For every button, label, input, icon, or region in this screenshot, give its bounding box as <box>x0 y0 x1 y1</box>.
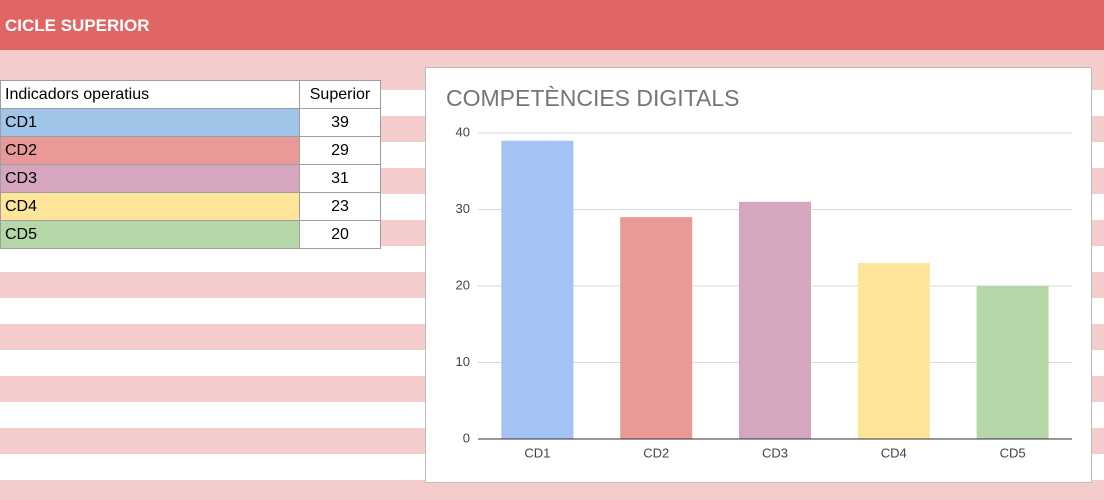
chart-title: COMPETÈNCIES DIGITALS <box>446 85 740 111</box>
value-cell: 20 <box>299 220 381 249</box>
value-cell: 23 <box>299 192 381 221</box>
bar <box>501 140 574 439</box>
table-row: CD1 39 <box>0 108 381 137</box>
y-tick-label: 10 <box>456 354 470 369</box>
value-cell: 29 <box>299 136 381 165</box>
bar <box>620 217 693 439</box>
label-cell: CD2 <box>0 136 300 165</box>
bar <box>739 201 811 439</box>
table-row: CD5 20 <box>0 220 381 249</box>
bar <box>857 263 930 439</box>
y-tick-label: 20 <box>456 277 470 292</box>
value-cell: 39 <box>299 108 381 137</box>
x-tick-label: CD2 <box>643 445 669 460</box>
table-row: CD3 31 <box>0 164 381 193</box>
stripe <box>0 50 1104 66</box>
value-cell: 31 <box>299 164 381 193</box>
x-tick-label: CD1 <box>524 445 550 460</box>
chart: COMPETÈNCIES DIGITALS 0 10 20 30 40 CD1 CD2 CD3… <box>425 67 1092 483</box>
x-tick-label: CD5 <box>1000 445 1026 460</box>
column-header: Indicadors operatius <box>0 80 300 109</box>
label-cell: CD5 <box>0 220 300 249</box>
table-row: CD4 23 <box>0 192 381 221</box>
header-bar: CICLE SUPERIOR <box>0 0 1104 50</box>
data-table: Indicadors operatius Superior CD1 39 CD2 29 CD… <box>0 80 381 249</box>
header-title: CICLE SUPERIOR <box>5 16 150 35</box>
label-cell: CD1 <box>0 108 300 137</box>
y-tick-label: 40 <box>456 124 470 139</box>
x-tick-label: CD4 <box>881 445 907 460</box>
bar <box>976 286 1049 439</box>
column-header: Superior <box>299 80 381 109</box>
y-tick-label: 0 <box>463 430 470 445</box>
label-cell: CD4 <box>0 192 300 221</box>
y-tick-label: 30 <box>456 201 470 216</box>
x-tick-label: CD3 <box>762 445 788 460</box>
table-row: CD2 29 <box>0 136 381 165</box>
label-cell: CD3 <box>0 164 300 193</box>
table-row: Indicadors operatius Superior <box>0 80 381 109</box>
